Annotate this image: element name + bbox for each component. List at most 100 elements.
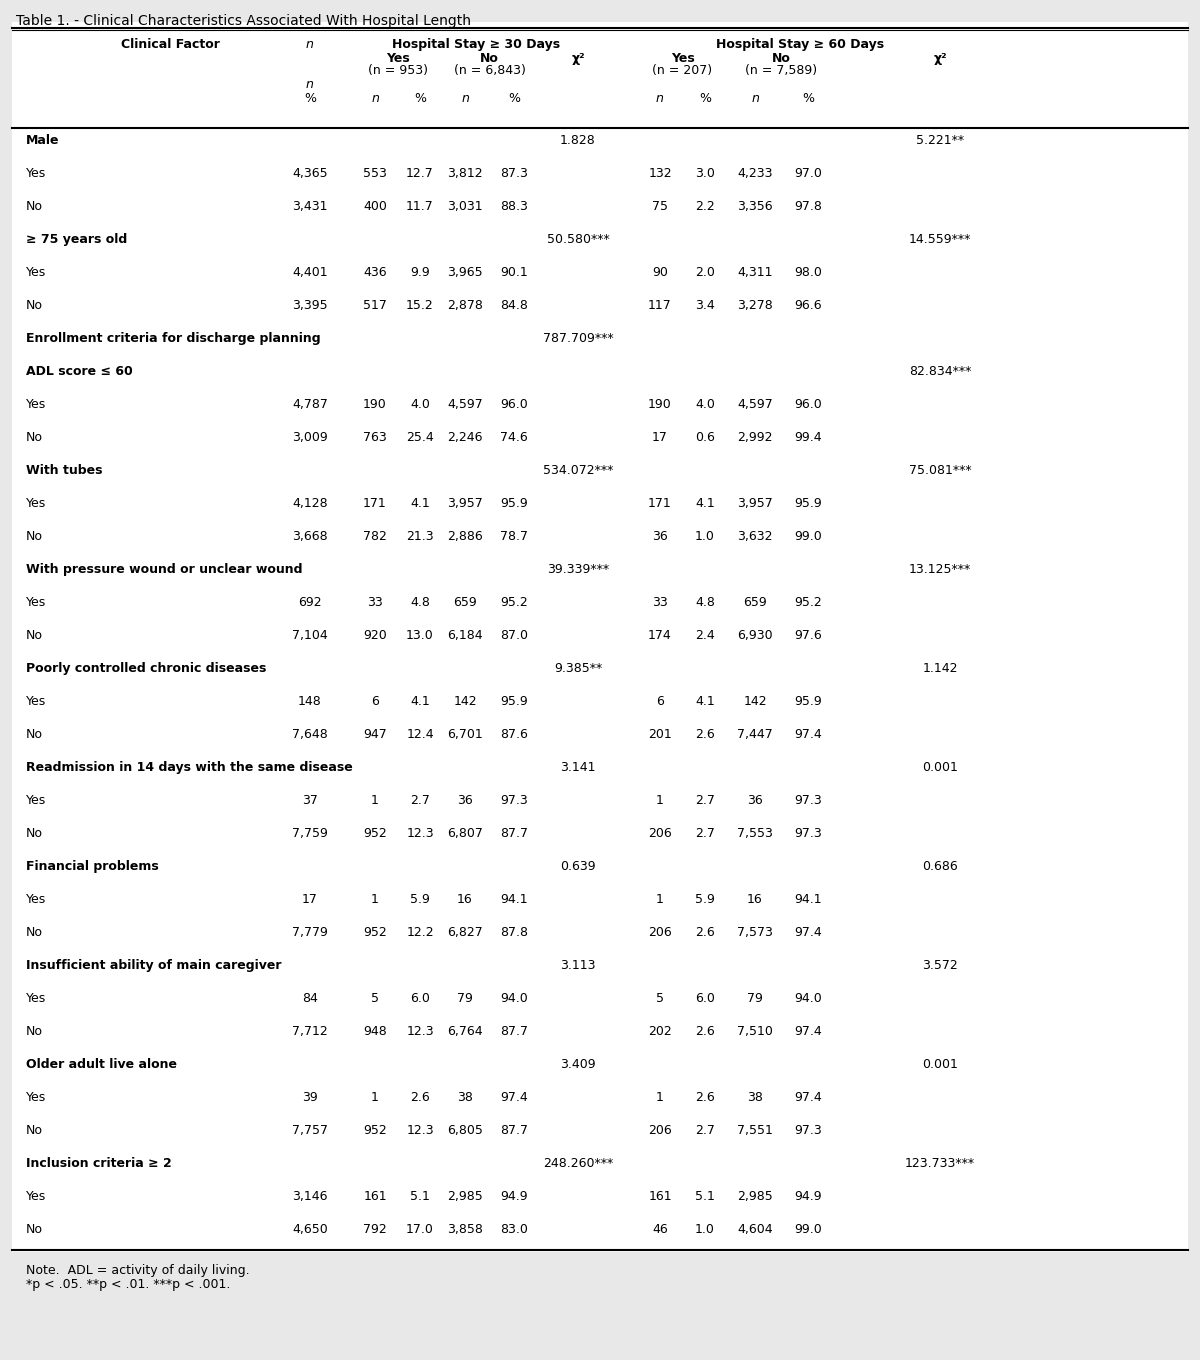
Text: 84.8: 84.8: [500, 299, 528, 311]
Text: 99.0: 99.0: [794, 530, 822, 543]
Text: Yes: Yes: [26, 794, 47, 806]
Text: 6,827: 6,827: [448, 926, 482, 938]
Text: 792: 792: [364, 1223, 386, 1236]
Text: 171: 171: [648, 496, 672, 510]
Text: 50.580***: 50.580***: [547, 233, 610, 246]
Text: 87.8: 87.8: [500, 926, 528, 938]
Text: 21.3: 21.3: [406, 530, 434, 543]
Text: 4.1: 4.1: [695, 695, 715, 709]
Text: 7,712: 7,712: [292, 1025, 328, 1038]
Text: Enrollment criteria for discharge planning: Enrollment criteria for discharge planni…: [26, 332, 320, 345]
Text: (n = 953): (n = 953): [367, 64, 427, 78]
Text: 123.733***: 123.733***: [905, 1157, 976, 1170]
Text: 9.385**: 9.385**: [554, 662, 602, 675]
Text: %: %: [802, 92, 814, 105]
Text: No: No: [480, 52, 499, 65]
Text: 7,757: 7,757: [292, 1123, 328, 1137]
Text: 3,146: 3,146: [293, 1190, 328, 1204]
Text: No: No: [26, 827, 43, 840]
Text: 3,632: 3,632: [737, 530, 773, 543]
Text: 6: 6: [371, 695, 379, 709]
Text: With pressure wound or unclear wound: With pressure wound or unclear wound: [26, 563, 302, 577]
Text: (n = 7,589): (n = 7,589): [745, 64, 817, 78]
Text: 99.4: 99.4: [794, 431, 822, 443]
Text: 1.0: 1.0: [695, 1223, 715, 1236]
Text: 97.3: 97.3: [794, 1123, 822, 1137]
Text: 206: 206: [648, 1123, 672, 1137]
Text: 87.7: 87.7: [500, 1123, 528, 1137]
Text: n: n: [306, 38, 314, 50]
Text: Yes: Yes: [26, 267, 47, 279]
Text: 3,356: 3,356: [737, 200, 773, 214]
Text: 4,597: 4,597: [448, 398, 482, 411]
Text: 0.6: 0.6: [695, 431, 715, 443]
Text: 90.1: 90.1: [500, 267, 528, 279]
Text: 142: 142: [454, 695, 476, 709]
Text: Clinical Factor: Clinical Factor: [120, 38, 220, 50]
Text: 1.828: 1.828: [560, 135, 596, 147]
Text: 0.686: 0.686: [922, 860, 958, 873]
Text: 2.2: 2.2: [695, 200, 715, 214]
Text: 1: 1: [371, 894, 379, 906]
Text: 6,807: 6,807: [448, 827, 482, 840]
Text: n: n: [751, 92, 758, 105]
Text: n: n: [306, 78, 314, 91]
Text: Yes: Yes: [26, 1190, 47, 1204]
Text: 4.1: 4.1: [695, 496, 715, 510]
Text: 2.6: 2.6: [695, 1025, 715, 1038]
Text: 2.6: 2.6: [410, 1091, 430, 1104]
Text: 171: 171: [364, 496, 386, 510]
Text: 3,957: 3,957: [737, 496, 773, 510]
Text: 94.0: 94.0: [500, 991, 528, 1005]
Text: 436: 436: [364, 267, 386, 279]
Text: 97.4: 97.4: [500, 1091, 528, 1104]
Text: Yes: Yes: [26, 496, 47, 510]
Text: 248.260***: 248.260***: [542, 1157, 613, 1170]
Text: Yes: Yes: [385, 52, 409, 65]
Text: 0.639: 0.639: [560, 860, 596, 873]
Text: 3,957: 3,957: [448, 496, 482, 510]
Text: 97.3: 97.3: [500, 794, 528, 806]
Text: Table 1. - Clinical Characteristics Associated With Hospital Length: Table 1. - Clinical Characteristics Asso…: [16, 14, 470, 29]
Text: 2,886: 2,886: [448, 530, 482, 543]
Text: 3,668: 3,668: [292, 530, 328, 543]
Text: Poorly controlled chronic diseases: Poorly controlled chronic diseases: [26, 662, 266, 675]
Text: 3,395: 3,395: [292, 299, 328, 311]
Text: 117: 117: [648, 299, 672, 311]
Text: 99.0: 99.0: [794, 1223, 822, 1236]
Text: 7,510: 7,510: [737, 1025, 773, 1038]
Text: Readmission in 14 days with the same disease: Readmission in 14 days with the same dis…: [26, 762, 353, 774]
Text: 2,985: 2,985: [737, 1190, 773, 1204]
Text: 12.4: 12.4: [406, 728, 434, 741]
Text: 4,787: 4,787: [292, 398, 328, 411]
Text: 3.4: 3.4: [695, 299, 715, 311]
Text: 0.001: 0.001: [922, 762, 958, 774]
Text: %: %: [508, 92, 520, 105]
Text: 5.1: 5.1: [410, 1190, 430, 1204]
Text: Yes: Yes: [26, 1091, 47, 1104]
Text: 3,431: 3,431: [293, 200, 328, 214]
Text: 98.0: 98.0: [794, 267, 822, 279]
Text: 202: 202: [648, 1025, 672, 1038]
Text: 97.8: 97.8: [794, 200, 822, 214]
Text: 174: 174: [648, 630, 672, 642]
Text: 3.0: 3.0: [695, 167, 715, 180]
Text: No: No: [26, 530, 43, 543]
Text: 1: 1: [371, 1091, 379, 1104]
Text: %: %: [414, 92, 426, 105]
Text: 87.6: 87.6: [500, 728, 528, 741]
Text: 79: 79: [457, 991, 473, 1005]
Text: Older adult live alone: Older adult live alone: [26, 1058, 178, 1072]
Text: 3,965: 3,965: [448, 267, 482, 279]
Text: 4.8: 4.8: [695, 596, 715, 609]
Text: 763: 763: [364, 431, 386, 443]
Text: 7,573: 7,573: [737, 926, 773, 938]
Text: 36: 36: [748, 794, 763, 806]
Text: 94.9: 94.9: [500, 1190, 528, 1204]
Text: n: n: [656, 92, 664, 105]
Text: 952: 952: [364, 827, 386, 840]
Text: 12.3: 12.3: [406, 1025, 434, 1038]
Text: 4,597: 4,597: [737, 398, 773, 411]
Text: Yes: Yes: [26, 991, 47, 1005]
Text: 2.4: 2.4: [695, 630, 715, 642]
